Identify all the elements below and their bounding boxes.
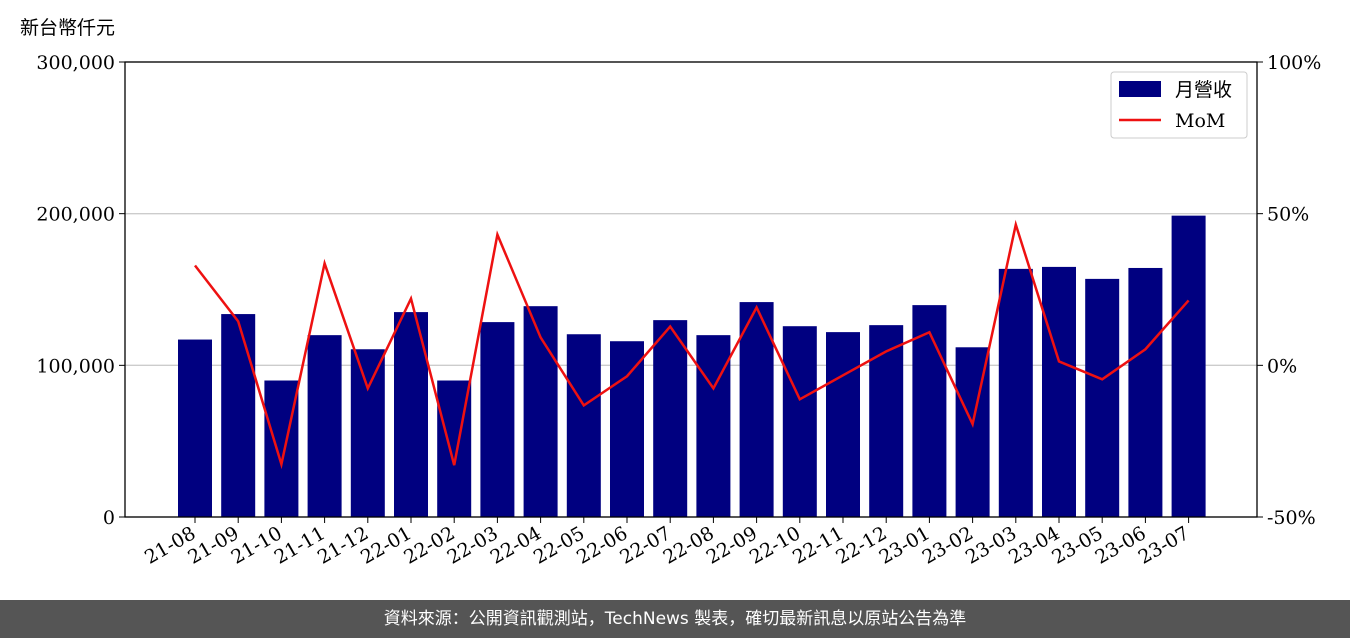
bar [653,320,688,517]
legend-swatch [1119,81,1161,97]
bar [782,326,817,517]
y-tick-label: 200,000 [36,204,115,226]
bar [998,268,1033,517]
bar [912,305,947,517]
y-tick-label: 0 [103,507,115,529]
bar [1128,267,1163,517]
y2-tick-label: -50% [1267,507,1316,529]
bar [480,322,515,517]
bar [178,339,212,517]
legend-label: 月營收 [1175,79,1232,101]
line [194,219,1190,470]
bar [869,325,904,517]
x-tick-label: 23-07 [1135,522,1193,568]
bar [523,306,558,517]
bar [1042,266,1076,517]
bar [739,302,774,517]
footer: 資料來源：公開資訊觀測站，TechNews 製表，確切最新訊息以原站公告為準 [0,600,1350,638]
plot-frame [124,61,1258,518]
bar [221,314,256,517]
bar [307,335,342,517]
bar [264,380,299,517]
y-tick-label: 300,000 [36,52,115,74]
y2-tick-label: 50% [1267,204,1309,226]
bar [350,349,385,517]
legend-label: MoM [1175,110,1225,132]
bar [566,334,601,517]
y-axis-label: 新台幣仟元 [20,17,115,39]
y2-tick-label: 0% [1267,355,1297,377]
bar [696,335,731,517]
chart: 新台幣仟元 0 100,000 200,000 300,000 -50% 0% 50% 100… [20,17,1321,569]
y-tick-label: 100,000 [36,355,115,377]
bar [1171,215,1206,517]
bar [826,332,860,517]
bar [610,341,644,517]
bar [1085,278,1120,517]
y2-tick-label: 100% [1267,52,1321,74]
